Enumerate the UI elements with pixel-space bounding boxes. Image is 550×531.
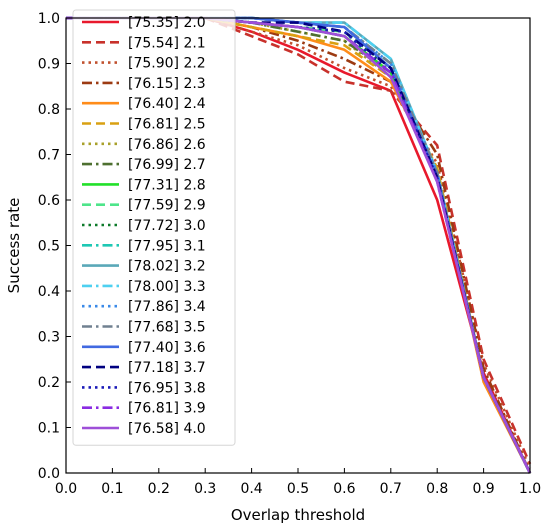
legend-box xyxy=(72,9,236,446)
legend-label-17: [77.40] 3.6 xyxy=(128,340,206,356)
x-tick-label: 0.0 xyxy=(55,481,77,497)
x-tick-label: 0.9 xyxy=(472,481,494,497)
legend-label-6: [76.81] 2.5 xyxy=(128,117,206,133)
y-tick-label: 0.0 xyxy=(38,466,60,482)
x-tick-label: 0.3 xyxy=(194,481,216,497)
legend-label-3: [75.90] 2.2 xyxy=(128,56,206,72)
y-axis-title: Success rate xyxy=(5,198,23,294)
y-tick-label: 0.9 xyxy=(38,57,60,73)
legend-label-1: [75.35] 2.0 xyxy=(128,15,206,31)
legend-label-13: [78.02] 3.2 xyxy=(128,259,206,275)
y-tick-label: 0.7 xyxy=(38,148,60,164)
y-tick-label: 0.5 xyxy=(38,239,60,255)
y-tick-label: 0.2 xyxy=(38,375,60,391)
x-tick-label: 0.8 xyxy=(426,481,448,497)
y-tick-label: 0.1 xyxy=(38,421,60,437)
x-tick-label: 0.7 xyxy=(380,481,402,497)
x-tick-label: 0.1 xyxy=(101,481,123,497)
x-tick-label: 0.6 xyxy=(333,481,355,497)
legend-label-16: [77.68] 3.5 xyxy=(128,320,206,336)
y-tick-label: 0.4 xyxy=(38,284,60,300)
y-tick-label: 0.3 xyxy=(38,330,60,346)
y-tick-label: 0.6 xyxy=(38,193,60,209)
y-tick-label: 0.8 xyxy=(38,102,60,118)
legend-label-4: [76.15] 2.3 xyxy=(128,76,206,92)
legend-label-10: [77.59] 2.9 xyxy=(128,198,206,214)
ticks-layer: 0.0 0.1 0.2 0.3 0.4 0.5 0.6 0.7 0.8 0.9 1.0 0.0 0.1 0… xyxy=(38,11,541,497)
legend-label-2: [75.54] 2.1 xyxy=(128,35,206,51)
legend-label-19: [76.95] 3.8 xyxy=(128,380,206,396)
legend-label-8: [76.99] 2.7 xyxy=(128,157,206,173)
legend-label-20: [76.81] 3.9 xyxy=(128,401,206,417)
legend-label-5: [76.40] 2.4 xyxy=(128,96,206,112)
x-tick-label: 0.4 xyxy=(240,481,262,497)
legend-label-14: [78.00] 3.3 xyxy=(128,279,206,295)
x-tick-label: 1.0 xyxy=(519,481,541,497)
legend-label-18: [77.18] 3.7 xyxy=(128,360,206,376)
legend: [75.35] 2.0 [75.54] 2.1 [75.90] 2.2 [76.15]… xyxy=(72,9,236,446)
x-axis-title: Overlap threshold xyxy=(231,506,365,524)
legend-label-21: [76.58] 4.0 xyxy=(128,421,206,437)
legend-label-9: [77.31] 2.8 xyxy=(128,177,206,193)
plot-frame xyxy=(65,17,531,474)
legend-label-15: [77.86] 3.4 xyxy=(128,299,206,315)
legend-label-12: [77.95] 3.1 xyxy=(128,238,206,254)
x-tick-label: 0.2 xyxy=(148,481,170,497)
legend-label-11: [77.72] 3.0 xyxy=(128,218,206,234)
legend-label-7: [76.86] 2.6 xyxy=(128,137,206,153)
x-tick-label: 0.5 xyxy=(287,481,309,497)
y-tick-label: 1.0 xyxy=(38,11,60,27)
